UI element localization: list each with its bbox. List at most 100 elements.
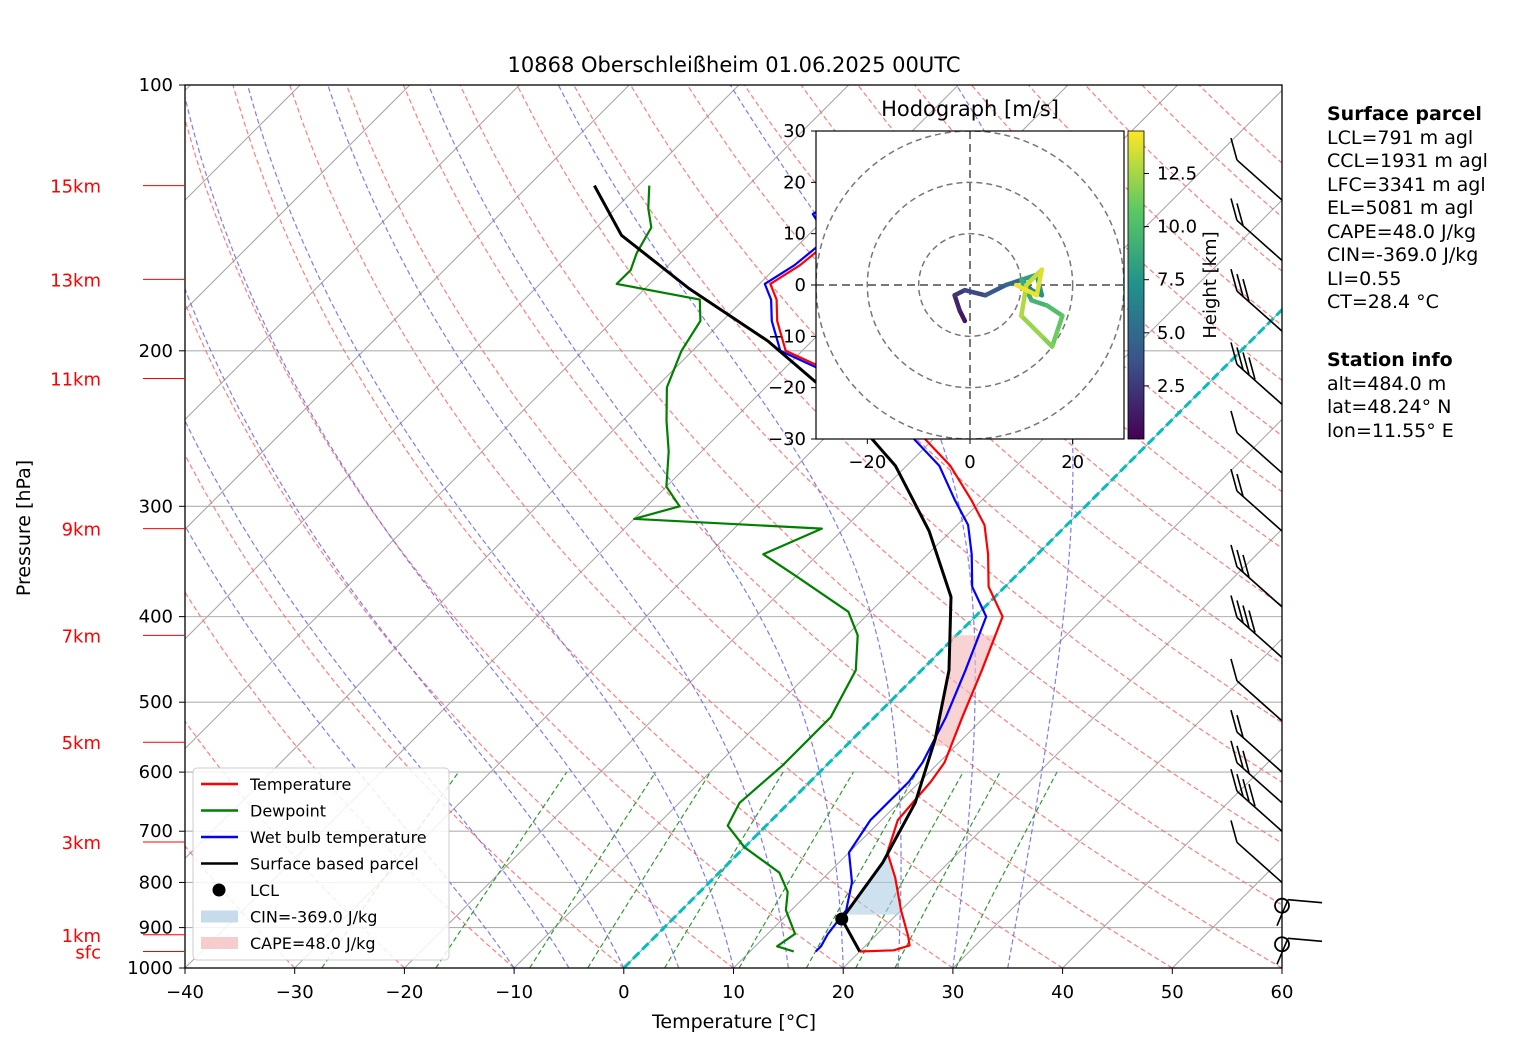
hodograph-ring: [866, 181, 1074, 389]
station-alt: alt=484.0 m: [1327, 372, 1447, 395]
hodograph-title: Hodograph [m/s]: [881, 97, 1059, 121]
barb-feather: [1230, 410, 1238, 434]
station-lon: lon=11.55° E: [1327, 419, 1454, 442]
legend-box: [192, 767, 450, 961]
legend-label: Wet bulb temperature: [250, 828, 427, 847]
barb-feather: [1230, 342, 1238, 365]
hodograph-segment: [1039, 334, 1055, 349]
barb-shaft: [1236, 680, 1283, 722]
height-label: 3km: [62, 833, 101, 854]
hodograph-segment: [1019, 313, 1045, 339]
barb-feather: [1248, 784, 1256, 807]
wind-barb: [1230, 198, 1283, 262]
wind-barb: [1230, 658, 1283, 722]
parcel-cin: CIN=-369.0 J/kg: [1327, 244, 1479, 266]
hodograph-segment: [1049, 328, 1060, 349]
hodograph-x-tick-label: 0: [964, 452, 975, 473]
barb-shaft: [1236, 490, 1283, 532]
barb-feather: [1236, 203, 1244, 226]
y-tick-label: 500: [139, 692, 173, 713]
hodograph-y-tick-label: −10: [768, 326, 806, 347]
hodograph-segment: [1013, 282, 1039, 298]
wind-barb: [1230, 342, 1283, 406]
surface-parcel-heading: Surface parcel: [1327, 103, 1482, 125]
station-info-heading: Station info: [1327, 349, 1453, 371]
wind-barb: [1230, 468, 1283, 532]
isotherm-line: [952, 638, 1282, 968]
isotherm-line: [185, 85, 740, 640]
barb-shaft: [1236, 219, 1283, 262]
station-lat: lat=48.24° N: [1327, 396, 1452, 418]
moist-adiabat: [185, 94, 680, 968]
hodograph-segment: [1003, 277, 1024, 288]
barb-feather: [1236, 347, 1244, 370]
barb-feather: [1236, 714, 1244, 738]
mixing-ratio-line: [738, 771, 854, 968]
barb-feather: [1230, 137, 1238, 161]
barb-shaft: [1236, 762, 1283, 804]
mixing-ratio-line: [894, 771, 1001, 968]
barb-shaft: [1236, 731, 1283, 773]
y-tick-label: 800: [139, 872, 173, 893]
hodograph-y-tick-label: 30: [783, 121, 806, 142]
wetbulb-line: [763, 185, 988, 953]
x-tick-label: 50: [1161, 982, 1184, 1003]
wind-barb: [1230, 769, 1283, 832]
barb-feather: [1230, 769, 1238, 792]
barb-feather: [1230, 820, 1238, 843]
hodograph-segment: [962, 287, 988, 298]
dry-adiabat: [402, 85, 1282, 968]
parcel-ccl: CCL=1931 m agl: [1327, 150, 1488, 172]
barb-feather: [1236, 549, 1244, 573]
dry-adiabat: [185, 453, 625, 968]
barb-shaft: [1236, 790, 1283, 832]
legend-label: Temperature: [249, 775, 351, 794]
parcel-line: [593, 184, 953, 953]
legend-label: CAPE=48.0 J/kg: [250, 934, 376, 953]
barb-feather: [1230, 198, 1238, 221]
hodograph-y-tick-label: 0: [795, 275, 806, 296]
x-tick-label: −20: [385, 982, 423, 1003]
isotherm-line: [733, 418, 1282, 968]
y-tick-label: 400: [139, 607, 173, 628]
x-tick-label: 10: [722, 982, 745, 1003]
legend-patch-swatch: [201, 937, 238, 949]
zero-isotherm: [622, 307, 1282, 968]
colorbar-tick-label: 5.0: [1157, 323, 1186, 344]
moist-adiabat: [185, 419, 570, 968]
hodograph-segment: [952, 293, 962, 313]
barb-feather: [1230, 268, 1238, 292]
isotherm-line: [1062, 747, 1282, 968]
legend-label: Surface based parcel: [250, 855, 419, 874]
hodograph-segment: [1034, 267, 1045, 298]
cape-area: [933, 635, 996, 746]
parcel-li: LI=0.55: [1327, 267, 1402, 290]
wind-barb: [1230, 740, 1283, 804]
barb-feather: [1236, 745, 1244, 769]
mixing-ratio-line: [587, 771, 712, 968]
chart-legend: Temperature Dewpoint Wet bulb temperature S…: [192, 767, 450, 961]
barb-feather: [1230, 709, 1238, 733]
isotherm-line: [185, 85, 630, 530]
barb-feather: [1230, 544, 1238, 568]
station-info-panel: Station info alt=484.0 m lat=48.24° N lo…: [1327, 349, 1454, 443]
x-tick-label: −10: [495, 982, 533, 1003]
isotherm-line: [185, 85, 849, 750]
barb-shaft: [1236, 159, 1283, 201]
lcl-marker: [835, 912, 849, 926]
wind-barb: [1230, 544, 1283, 608]
y-tick-label: 700: [139, 821, 173, 842]
barb-feather: [1242, 750, 1250, 774]
moist-adiabat: [557, 85, 902, 968]
y-tick-label: 100: [139, 75, 173, 96]
barb-shaft: [1236, 363, 1283, 406]
legend-patch-swatch: [201, 910, 238, 923]
isotherm-line: [842, 528, 1282, 968]
dry-adiabat: [857, 85, 1282, 493]
wind-barb: [1230, 820, 1283, 884]
wind-barb: [1230, 268, 1283, 332]
y-tick-label: 900: [139, 918, 173, 939]
barb-feather: [1230, 595, 1238, 618]
chart-title: 10868 Oberschleißheim 01.06.2025 00UTC: [508, 53, 961, 77]
